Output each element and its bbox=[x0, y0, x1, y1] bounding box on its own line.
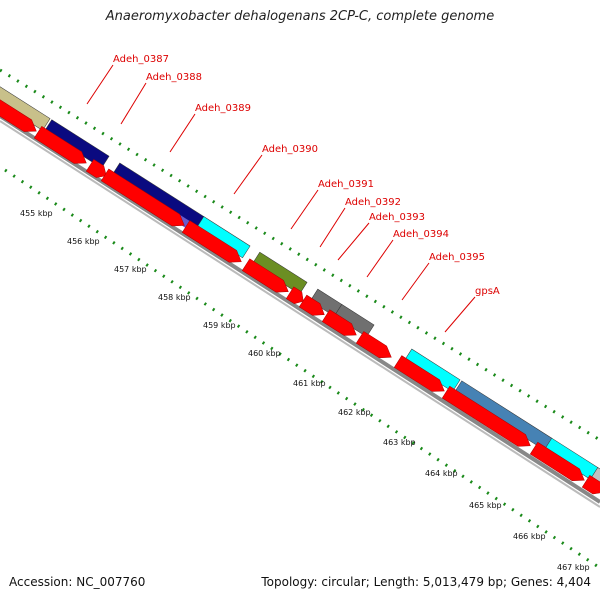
kbp-tick-label: 460 kbp bbox=[248, 349, 281, 358]
kbp-tick-label: 459 kbp bbox=[203, 321, 236, 330]
cds-arrow bbox=[0, 98, 37, 132]
cds-arrow bbox=[441, 385, 531, 447]
cds-arrow bbox=[33, 125, 87, 164]
cds-arrow bbox=[285, 286, 304, 305]
gene-label[interactable]: Adeh_0393 bbox=[369, 212, 425, 223]
genome-summary-text: Topology: circular; Length: 5,013,479 bp… bbox=[261, 575, 591, 589]
backbone-outer bbox=[0, 114, 600, 504]
feature-track-cds bbox=[0, 98, 600, 495]
gene-label[interactable]: Adeh_0392 bbox=[345, 197, 401, 208]
kbp-tick-label: 456 kbp bbox=[67, 237, 100, 246]
backbone-inner bbox=[0, 120, 600, 508]
cds-arrow bbox=[393, 355, 445, 392]
gene-label[interactable]: Adeh_0394 bbox=[393, 229, 449, 240]
gene-label[interactable]: Adeh_0387 bbox=[113, 54, 169, 65]
kbp-tick-label: 464 kbp bbox=[425, 469, 458, 478]
kbp-tick-label: 466 kbp bbox=[513, 532, 546, 541]
kbp-tick-label: 465 kbp bbox=[469, 501, 502, 510]
cds-arrow bbox=[181, 220, 242, 263]
gene-label[interactable]: Adeh_0389 bbox=[195, 103, 251, 114]
gene-label[interactable]: Adeh_0390 bbox=[262, 144, 318, 155]
kbp-tick-label: 463 kbp bbox=[383, 438, 416, 447]
cds-arrow bbox=[85, 159, 107, 178]
gene-callout[interactable]: Adeh_0395 bbox=[401, 252, 485, 301]
gene-callout[interactable]: Adeh_0393 bbox=[337, 212, 425, 261]
gene-callout[interactable]: Adeh_0392 bbox=[319, 197, 401, 248]
gene-label[interactable]: Adeh_0388 bbox=[146, 72, 202, 83]
cds-arrow bbox=[100, 168, 185, 227]
gene-callout[interactable]: Adeh_0390 bbox=[233, 144, 318, 195]
gene-callout[interactable]: Adeh_0394 bbox=[366, 229, 449, 278]
kbp-tick-label: 461 kbp bbox=[293, 379, 326, 388]
kbp-ruler: 455 kbp 456 kbp 457 kbp 458 kbp 459 kbp 460 k… bbox=[4, 168, 600, 572]
gene-callout[interactable]: gpsA bbox=[444, 286, 500, 333]
kbp-tick-label: 458 kbp bbox=[158, 293, 191, 302]
gene-callout[interactable]: Adeh_0388 bbox=[120, 72, 202, 125]
cds-arrow bbox=[355, 331, 392, 359]
cds-arrow bbox=[529, 441, 585, 481]
cds-arrow bbox=[321, 309, 357, 336]
gene-callout[interactable]: Adeh_0391 bbox=[290, 179, 374, 230]
kbp-tick-label: 467 kbp bbox=[557, 563, 590, 572]
accession-text: Accession: NC_007760 bbox=[9, 575, 146, 589]
kbp-tick-label: 457 kbp bbox=[114, 265, 147, 274]
kbp-tick-label: 462 kbp bbox=[338, 408, 371, 417]
gene-callout[interactable]: Adeh_0387 bbox=[86, 54, 169, 105]
cds-arrow bbox=[241, 258, 289, 293]
cds-arrow bbox=[581, 475, 600, 495]
cds-arrow bbox=[298, 294, 325, 316]
inner-ruler-dots bbox=[4, 168, 600, 570]
page-title: Anaeromyxobacter dehalogenans 2CP-C, com… bbox=[105, 9, 495, 24]
kbp-tick-label: 455 kbp bbox=[20, 209, 53, 218]
gene-label[interactable]: gpsA bbox=[475, 286, 500, 297]
gene-callouts: Adeh_0387 Adeh_0388 Adeh_0389 Adeh_0390 Adeh… bbox=[86, 54, 500, 333]
gene-callout[interactable]: Adeh_0389 bbox=[169, 103, 251, 153]
gene-label[interactable]: Adeh_0395 bbox=[429, 252, 485, 263]
gene-label[interactable]: Adeh_0391 bbox=[318, 179, 374, 190]
